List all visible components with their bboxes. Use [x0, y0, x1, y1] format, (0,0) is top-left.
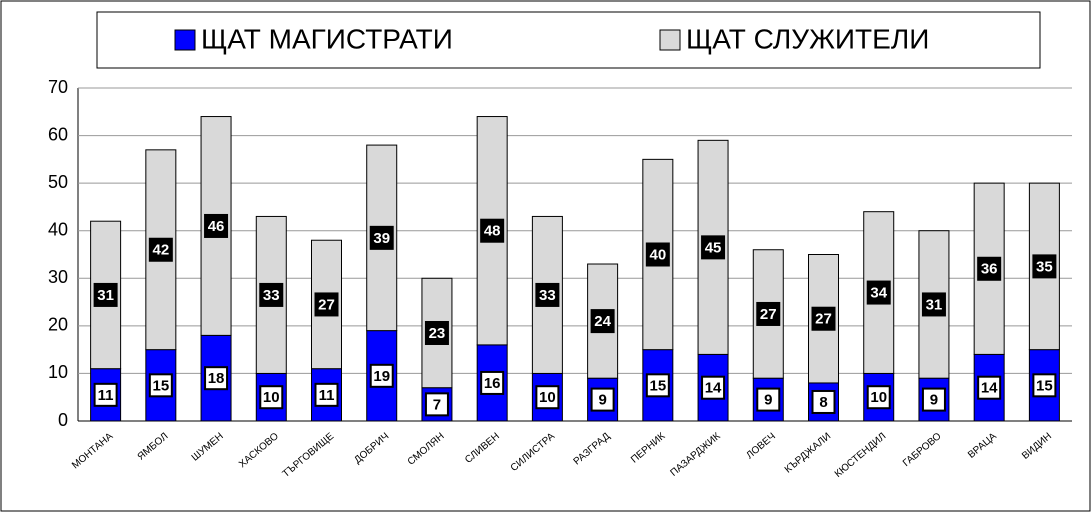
data-label: 45 [705, 239, 722, 256]
legend-label: ЩАТ СЛУЖИТЕЛИ [686, 23, 929, 54]
data-label: 27 [318, 296, 335, 313]
data-label-box [645, 242, 670, 267]
data-label: 15 [152, 377, 169, 394]
data-label: 39 [373, 230, 390, 247]
data-label-box [148, 237, 173, 262]
data-label-box [921, 387, 946, 412]
data-label-box [93, 282, 118, 307]
data-label: 48 [484, 223, 501, 240]
data-label: 19 [373, 368, 390, 385]
data-label-box [590, 387, 615, 412]
data-label-box [93, 382, 118, 407]
data-label-box [645, 373, 670, 398]
data-label-box [314, 292, 339, 317]
legend-box [96, 11, 1041, 69]
data-label: 31 [926, 296, 943, 313]
data-label: 10 [539, 389, 556, 406]
data-label-box [535, 282, 560, 307]
y-tick-label: 20 [48, 315, 68, 335]
data-label: 40 [649, 246, 666, 263]
data-label-box [1032, 254, 1057, 279]
data-label: 10 [263, 389, 280, 406]
data-label-box [811, 389, 836, 414]
data-label: 16 [484, 375, 501, 392]
data-label: 10 [870, 389, 887, 406]
data-label: 15 [649, 377, 666, 394]
y-tick-label: 40 [48, 219, 68, 239]
data-label: 9 [598, 392, 606, 409]
data-label: 34 [870, 285, 887, 302]
data-label-box [259, 282, 284, 307]
data-label: 27 [760, 306, 777, 323]
legend-swatch [659, 29, 681, 51]
data-label: 33 [263, 287, 280, 304]
data-label: 14 [981, 380, 998, 397]
y-tick-label: 50 [48, 172, 68, 192]
data-label-box [424, 320, 449, 345]
data-label: 24 [594, 313, 611, 330]
data-label-box [314, 382, 339, 407]
data-label: 27 [815, 311, 832, 328]
data-label: 11 [98, 387, 114, 404]
data-label-box [204, 213, 229, 238]
data-label-box [977, 256, 1002, 281]
data-label: 14 [705, 380, 722, 397]
y-tick-label: 30 [48, 267, 68, 287]
data-label: 31 [97, 287, 114, 304]
data-label-box [424, 392, 449, 417]
data-label: 46 [208, 218, 225, 235]
data-label: 36 [981, 261, 998, 278]
legend-label: ЩАТ МАГИСТРАТИ [201, 23, 453, 54]
data-label-box [756, 301, 781, 326]
y-tick-label: 0 [58, 410, 68, 430]
data-label-box [590, 309, 615, 334]
data-label: 9 [930, 392, 938, 409]
data-label: 23 [429, 325, 446, 342]
data-label: 11 [319, 387, 335, 404]
data-label-box [535, 385, 560, 410]
data-label: 8 [819, 394, 827, 411]
data-label-box [921, 292, 946, 317]
y-tick-label: 70 [48, 77, 68, 97]
data-label-box [866, 280, 891, 305]
y-tick-label: 60 [48, 124, 68, 144]
data-label-box [701, 375, 726, 400]
data-label-box [811, 306, 836, 331]
data-label-box [259, 385, 284, 410]
data-label: 15 [1036, 377, 1053, 394]
y-tick-label: 10 [48, 362, 68, 382]
data-label-box [204, 366, 229, 391]
data-label: 35 [1036, 258, 1053, 275]
data-label: 7 [433, 396, 441, 413]
data-label-box [369, 225, 394, 250]
data-label: 9 [764, 392, 772, 409]
data-label-box [701, 235, 726, 260]
data-label: 18 [208, 370, 225, 387]
data-label-box [756, 387, 781, 412]
data-label: 42 [152, 242, 169, 259]
data-label-box [977, 375, 1002, 400]
data-label-box [480, 370, 505, 395]
data-label-box [1032, 373, 1057, 398]
data-label: 33 [539, 287, 556, 304]
data-label-box [480, 218, 505, 243]
data-label-box [369, 363, 394, 388]
data-label-box [148, 373, 173, 398]
data-label-box [866, 385, 891, 410]
legend-swatch [174, 29, 196, 51]
